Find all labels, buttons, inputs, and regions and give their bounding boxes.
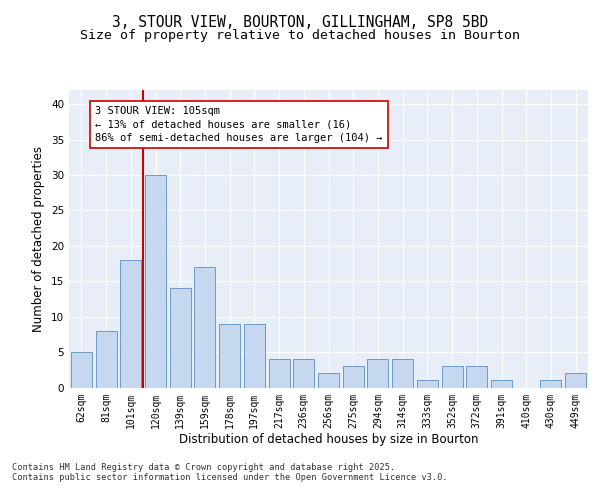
Bar (145, 175, 166, 388)
Text: 3 STOUR VIEW: 105sqm
← 13% of detached houses are smaller (16)
86% of semi-detac: 3 STOUR VIEW: 105sqm ← 13% of detached h… (95, 106, 382, 143)
Text: Size of property relative to detached houses in Bourton: Size of property relative to detached ho… (80, 30, 520, 43)
Bar (194, 267, 215, 388)
Bar (392, 359, 413, 388)
Bar (170, 288, 191, 388)
Bar (269, 359, 290, 388)
Bar (367, 359, 388, 388)
X-axis label: Distribution of detached houses by size in Bourton: Distribution of detached houses by size … (179, 433, 478, 446)
Bar (318, 374, 339, 388)
Bar (343, 366, 364, 388)
Bar (565, 374, 586, 388)
Bar (491, 380, 512, 388)
Bar (71, 352, 92, 388)
Bar (466, 366, 487, 388)
Bar (442, 366, 463, 388)
Text: 3, STOUR VIEW, BOURTON, GILLINGHAM, SP8 5BD: 3, STOUR VIEW, BOURTON, GILLINGHAM, SP8 … (112, 15, 488, 30)
Bar (120, 260, 141, 388)
Bar (95, 331, 116, 388)
Y-axis label: Number of detached properties: Number of detached properties (32, 146, 46, 332)
Bar (293, 359, 314, 388)
Text: Contains HM Land Registry data © Crown copyright and database right 2025.
Contai: Contains HM Land Registry data © Crown c… (12, 463, 448, 482)
Bar (541, 380, 562, 388)
Bar (244, 324, 265, 388)
Bar (219, 324, 240, 388)
Bar (417, 380, 438, 388)
